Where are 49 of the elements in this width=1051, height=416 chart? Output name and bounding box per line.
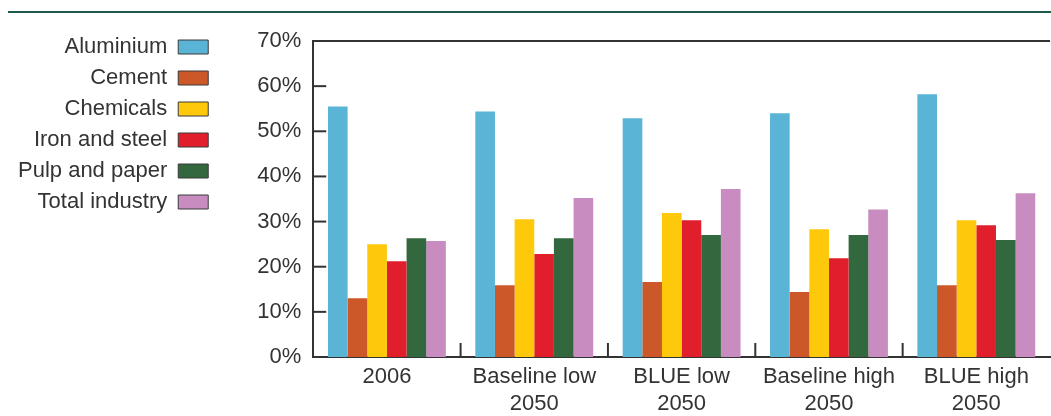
bar <box>848 235 869 357</box>
bar <box>367 244 387 357</box>
y-tick-label: 60% <box>257 72 302 98</box>
bar <box>622 118 643 357</box>
bar <box>386 261 407 357</box>
legend-label: Total industry <box>37 188 168 214</box>
x-tick-label: 2006 <box>362 362 412 388</box>
bar <box>681 220 702 357</box>
bar <box>789 291 810 357</box>
bar <box>995 240 1016 357</box>
bar <box>406 238 427 357</box>
legend-label: Aluminium <box>64 33 168 59</box>
x-tick-label: BLUE high 2050 <box>923 362 1029 416</box>
y-tick-label: 10% <box>257 297 302 323</box>
bar <box>868 209 888 357</box>
bar <box>976 225 996 357</box>
y-tick-label: 30% <box>257 207 302 233</box>
bar <box>642 282 662 357</box>
bar <box>809 229 829 357</box>
legend-label: Chemicals <box>64 95 168 121</box>
bar <box>494 285 515 357</box>
legend-label: Cement <box>90 64 168 90</box>
x-tick-label: Baseline low 2050 <box>472 362 597 416</box>
bar <box>1015 193 1036 357</box>
y-tick-label: 70% <box>257 27 302 53</box>
y-tick-label: 20% <box>257 252 302 278</box>
legend-label: Iron and steel <box>33 126 168 152</box>
bar <box>770 113 790 357</box>
bar <box>701 235 721 357</box>
bar <box>573 198 594 357</box>
y-tick-label: 0% <box>269 343 302 369</box>
bar <box>426 240 446 357</box>
bar <box>917 94 938 357</box>
bar <box>347 298 368 357</box>
y-tick-label: 40% <box>257 162 302 188</box>
bar <box>514 219 535 357</box>
bar <box>828 258 849 357</box>
bar <box>327 106 348 357</box>
bar <box>475 111 495 357</box>
y-tick-label: 50% <box>257 117 302 143</box>
bar <box>720 189 741 357</box>
x-tick-label: BLUE low 2050 <box>633 362 731 416</box>
bar <box>661 212 682 357</box>
x-tick-label: Baseline high 2050 <box>762 362 896 416</box>
legend-label: Pulp and paper <box>18 157 168 183</box>
bar <box>937 285 957 357</box>
bar <box>553 238 574 357</box>
bar <box>956 220 977 357</box>
bar <box>534 254 554 357</box>
